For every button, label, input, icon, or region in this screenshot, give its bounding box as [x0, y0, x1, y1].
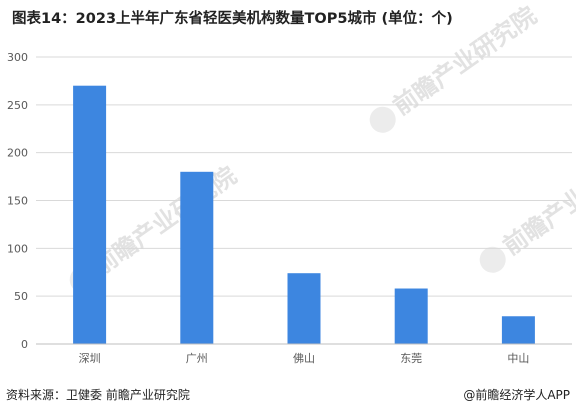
- x-tick-label: 东莞: [400, 352, 422, 365]
- brand-credit: @前瞻经济学人APP: [463, 388, 570, 402]
- bar-chart: 0 50 100 150 200 250 300 深圳 广州 佛山 东莞 中山: [7, 51, 572, 365]
- chart-title: 图表14：2023上半年广东省轻医美机构数量TOP5城市 (单位：个): [12, 11, 453, 27]
- y-tick-label: 250: [7, 99, 28, 112]
- y-axis-ticks: 0 50 100 150 200 250 300: [7, 51, 28, 351]
- x-axis-ticks: 深圳 广州 佛山 东莞 中山: [79, 352, 530, 365]
- bar: [501, 316, 535, 344]
- y-tick-label: 300: [7, 51, 28, 64]
- gridlines: [36, 56, 572, 297]
- y-tick-label: 0: [21, 338, 28, 351]
- bars: [73, 85, 535, 344]
- y-tick-label: 100: [7, 242, 28, 255]
- x-tick-label: 中山: [507, 352, 529, 365]
- x-tick-label: 广州: [186, 352, 208, 365]
- bar: [394, 288, 428, 344]
- bar: [73, 85, 107, 344]
- y-tick-label: 150: [7, 195, 28, 208]
- bar: [180, 171, 214, 344]
- source-note: 资料来源：卫健委 前瞻产业研究院: [6, 388, 190, 402]
- x-tick-label: 佛山: [293, 352, 315, 365]
- y-tick-label: 200: [7, 147, 28, 160]
- bar: [287, 273, 321, 344]
- y-tick-label: 50: [14, 290, 28, 303]
- x-tick-label: 深圳: [79, 352, 101, 365]
